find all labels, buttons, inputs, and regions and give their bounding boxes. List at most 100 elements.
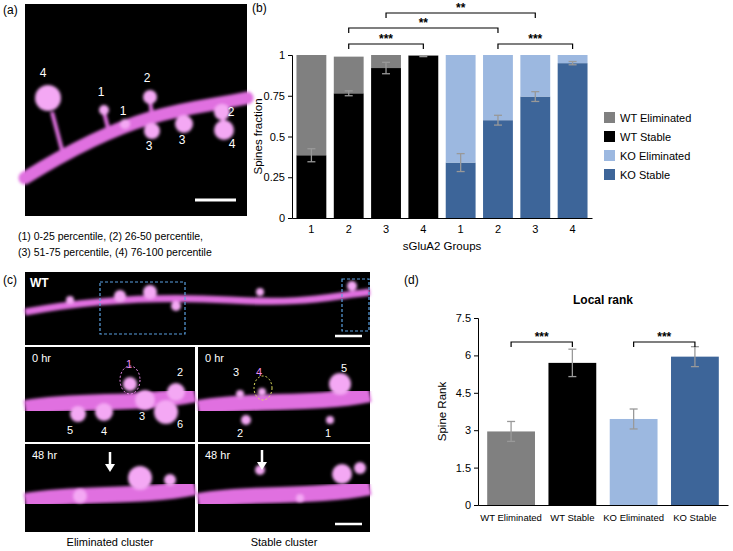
error-bar	[691, 347, 699, 367]
y-tick-label: 0.5	[270, 131, 285, 143]
legend: WT EliminatedWT StableKO EliminatedKO St…	[604, 112, 691, 181]
dendrite-shaft	[198, 394, 370, 408]
time-label: 0 hr	[205, 352, 224, 364]
error-cap	[568, 349, 576, 350]
significance-label: ***	[535, 330, 549, 344]
spine-head	[95, 403, 113, 421]
spine-head	[256, 288, 264, 296]
x-tick-label: 4	[570, 223, 576, 235]
spine-head	[347, 281, 357, 291]
x-tick: WT Stable	[550, 505, 594, 523]
chart-d: 01.534.567.5WT EliminatedWT StableKO Eli…	[436, 293, 729, 523]
y-tick-mark	[288, 177, 292, 178]
image-background	[25, 444, 195, 532]
x-tick: KO Eliminated	[603, 505, 664, 523]
dendrite	[25, 487, 195, 501]
y-tick-label: 4.5	[456, 387, 471, 399]
y-tick: 0.75	[264, 90, 292, 102]
bar-segment	[371, 68, 401, 218]
error-cap	[494, 115, 502, 116]
spine-label: 2	[237, 427, 243, 439]
zoom-box	[342, 279, 369, 331]
x-tick: 1	[458, 218, 464, 235]
dendrite	[25, 85, 247, 178]
error-cap	[419, 56, 427, 57]
spines	[236, 373, 351, 425]
image-c: WT0 hr0 hr48 hr48 hr12345634521	[25, 272, 370, 532]
image-background	[198, 444, 370, 532]
legend-swatch	[604, 131, 615, 142]
error-cap	[569, 61, 577, 62]
error-cap	[382, 62, 390, 63]
error-cap	[307, 161, 315, 162]
error-bar	[419, 55, 427, 57]
error-bar	[507, 421, 515, 441]
legend-swatch	[604, 150, 615, 161]
spine-label: 1	[120, 104, 127, 118]
zoom-box	[100, 282, 185, 334]
spine-head	[354, 462, 366, 474]
spine-label: 4	[40, 66, 47, 80]
bar-segment	[520, 97, 550, 218]
panel-label: (a)	[3, 3, 18, 17]
bar	[671, 357, 719, 505]
panel-label: (d)	[404, 273, 419, 287]
dendrite	[198, 394, 370, 408]
error-cap	[345, 95, 353, 96]
y-tick-label: 7.5	[456, 312, 471, 324]
spine-label: 1	[126, 358, 132, 370]
chart-b: 00.250.50.75112341234sGluA2 GroupsSpines…	[252, 1, 691, 252]
spine-head	[114, 290, 126, 302]
x-tick-label: 2	[495, 223, 501, 235]
y-axis-title: Spine Rank	[436, 382, 448, 442]
x-tick-label: 3	[532, 223, 538, 235]
x-tick-label: WT Stable	[550, 512, 594, 523]
significance-label: ***	[379, 32, 393, 46]
bar-segment	[558, 55, 588, 63]
panel-label: (c)	[3, 273, 17, 287]
dendrite-shaft	[25, 98, 247, 178]
scale-bar	[195, 199, 236, 202]
caption: (1) 0-25 percentile, (2) 26-50 percentil…	[18, 230, 203, 242]
y-tick-label: 0	[465, 499, 471, 511]
x-axis: 12341234	[293, 218, 593, 235]
y-tick: 0	[465, 499, 478, 511]
y-tick-label: 6	[465, 349, 471, 361]
bar-segment	[483, 55, 513, 120]
spine-head	[123, 377, 137, 391]
spine-label: 3	[179, 133, 186, 147]
y-tick-mark	[474, 430, 478, 431]
y-tick-label: 0.25	[264, 171, 285, 183]
x-tick: 2	[495, 218, 501, 235]
figure: (a)(b)(c)(d)41123324(1) 0-25 percentile,…	[0, 0, 733, 551]
y-tick-mark	[474, 355, 478, 356]
y-tick-mark	[288, 218, 292, 219]
bar-segment	[408, 55, 438, 56]
error-stem	[497, 115, 498, 125]
error-cap	[507, 421, 515, 422]
spines	[70, 377, 185, 424]
spine-label: 5	[67, 424, 73, 436]
x-tick-label: KO Eliminated	[603, 512, 664, 523]
bar-segment	[483, 120, 513, 218]
y-axis-line	[474, 319, 479, 506]
spine-label: 4	[101, 425, 107, 437]
x-tick: 4	[570, 218, 576, 235]
dendrite-shaft	[198, 487, 370, 501]
error-cap	[382, 73, 390, 74]
x-tick: 3	[383, 218, 389, 235]
bar-segment	[334, 93, 364, 218]
bar-segment	[334, 57, 364, 94]
error-cap	[569, 64, 577, 65]
y-tick: 0.25	[264, 171, 292, 183]
spine-label: 4	[256, 366, 262, 378]
x-tick-label: 1	[458, 223, 464, 235]
x-axis-title: sGluA2 Groups	[403, 240, 482, 252]
spine-head	[164, 474, 176, 486]
error-bar	[630, 409, 638, 429]
spine-head	[70, 406, 86, 422]
spine-head	[296, 494, 304, 502]
legend-label: KO Eliminated	[620, 150, 690, 162]
legend-swatch	[604, 169, 615, 180]
spine-head	[99, 105, 109, 115]
